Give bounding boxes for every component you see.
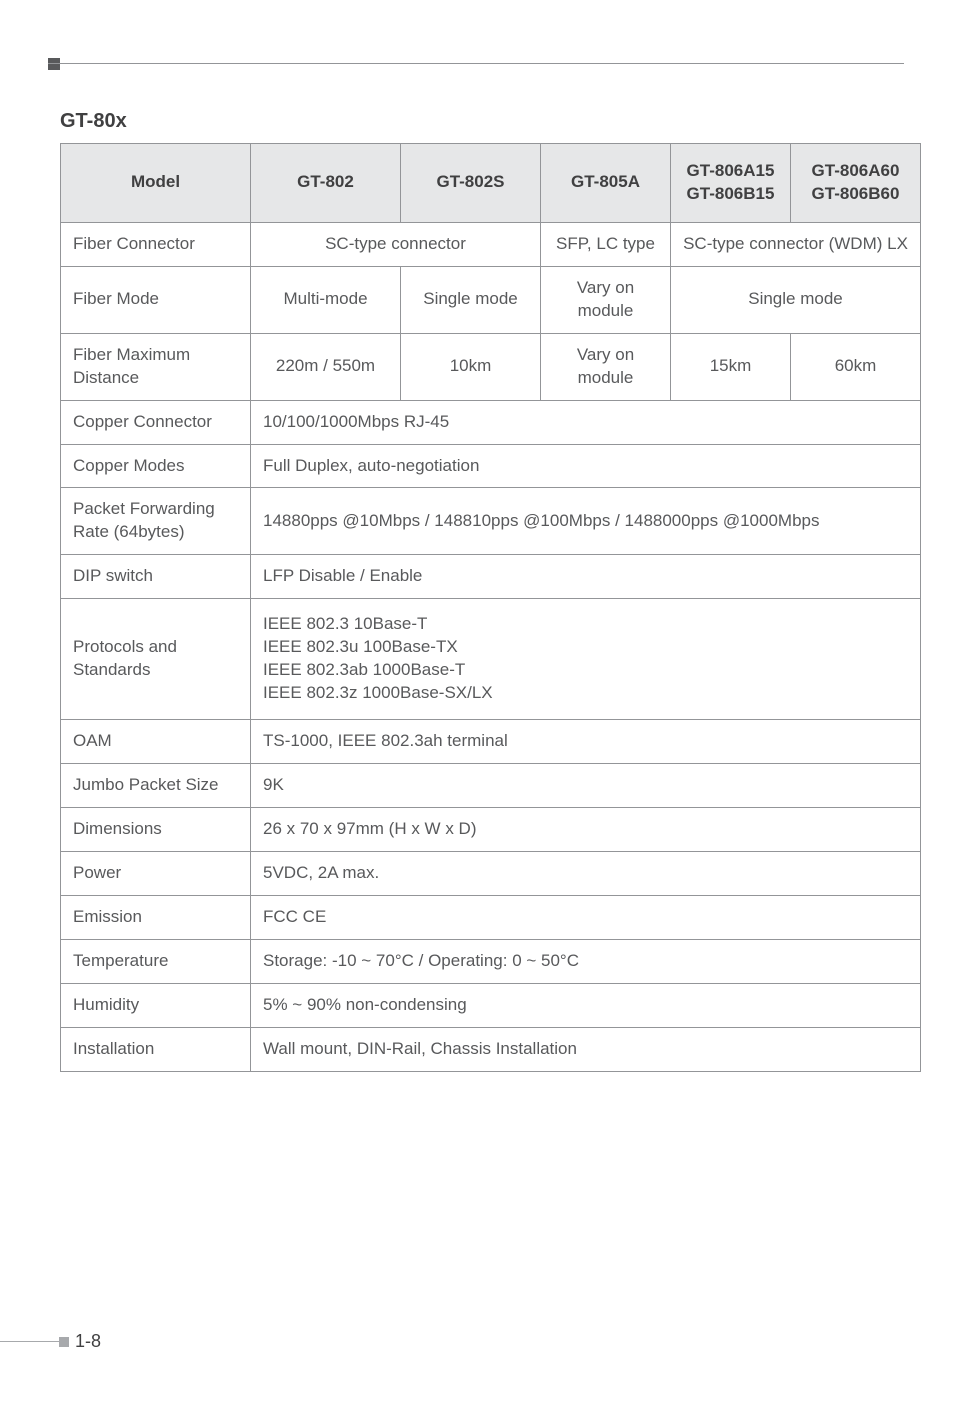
- header-c5-l2: GT-806B60: [812, 184, 900, 203]
- header-c4-l2: GT-806B15: [687, 184, 775, 203]
- cell-installation: Wall mount, DIN-Rail, Chassis Installati…: [251, 1027, 921, 1071]
- row-copper-connector: Copper Connector 10/100/1000Mbps RJ-45: [61, 400, 921, 444]
- row-dimensions: Dimensions 26 x 70 x 97mm (H x W x D): [61, 807, 921, 851]
- label-jumbo: Jumbo Packet Size: [61, 763, 251, 807]
- cell-fmd-vary-l2: module: [578, 368, 634, 387]
- label-copper-modes: Copper Modes: [61, 444, 251, 488]
- cell-fm-vary-l2: module: [578, 301, 634, 320]
- label-proto-l2: Standards: [73, 660, 151, 679]
- spec-table: Model GT-802 GT-802S GT-805A GT-806A15 G…: [60, 143, 921, 1072]
- cell-fm-vary-l1: Vary on: [577, 278, 634, 297]
- page-footer: 1-8: [0, 1331, 101, 1352]
- header-c4-l1: GT-806A15: [687, 161, 775, 180]
- label-protocols: Protocols and Standards: [61, 599, 251, 720]
- header-rule: [48, 63, 904, 64]
- row-dip-switch: DIP switch LFP Disable / Enable: [61, 555, 921, 599]
- label-pf-l2: Rate (64bytes): [73, 522, 185, 541]
- label-fiber-max-distance: Fiber Maximum Distance: [61, 333, 251, 400]
- cell-dip-switch: LFP Disable / Enable: [251, 555, 921, 599]
- cell-fmd-vary: Vary on module: [541, 333, 671, 400]
- row-packet-forwarding: Packet Forwarding Rate (64bytes) 14880pp…: [61, 488, 921, 555]
- label-fmd-l2: Distance: [73, 368, 139, 387]
- cell-protocols: IEEE 802.3 10Base-T IEEE 802.3u 100Base-…: [251, 599, 921, 720]
- footer-line-icon: [0, 1341, 60, 1342]
- label-proto-l1: Protocols and: [73, 637, 177, 656]
- label-fiber-mode: Fiber Mode: [61, 266, 251, 333]
- proto-v1: IEEE 802.3 10Base-T: [263, 614, 427, 633]
- cell-fmd-220: 220m / 550m: [251, 333, 401, 400]
- label-copper-connector: Copper Connector: [61, 400, 251, 444]
- row-oam: OAM TS-1000, IEEE 802.3ah terminal: [61, 720, 921, 764]
- page-number: 1-8: [75, 1331, 101, 1352]
- label-installation: Installation: [61, 1027, 251, 1071]
- label-humidity: Humidity: [61, 983, 251, 1027]
- cell-fmd-15km: 15km: [671, 333, 791, 400]
- label-dip-switch: DIP switch: [61, 555, 251, 599]
- footer-square-icon: [59, 1337, 69, 1347]
- header-gt806a60: GT-806A60 GT-806B60: [791, 144, 921, 223]
- row-temperature: Temperature Storage: -10 ~ 70°C / Operat…: [61, 939, 921, 983]
- row-power: Power 5VDC, 2A max.: [61, 851, 921, 895]
- row-protocols: Protocols and Standards IEEE 802.3 10Bas…: [61, 599, 921, 720]
- header-c5-l1: GT-806A60: [812, 161, 900, 180]
- header-gt806a15: GT-806A15 GT-806B15: [671, 144, 791, 223]
- proto-v3: IEEE 802.3ab 1000Base-T: [263, 660, 465, 679]
- cell-emission: FCC CE: [251, 895, 921, 939]
- header-gt802s: GT-802S: [401, 144, 541, 223]
- cell-humidity: 5% ~ 90% non-condensing: [251, 983, 921, 1027]
- cell-copper-connector: 10/100/1000Mbps RJ-45: [251, 400, 921, 444]
- cell-fm-single2: Single mode: [671, 266, 921, 333]
- label-packet-forwarding: Packet Forwarding Rate (64bytes): [61, 488, 251, 555]
- row-copper-modes: Copper Modes Full Duplex, auto-negotiati…: [61, 444, 921, 488]
- cell-fmd-60km: 60km: [791, 333, 921, 400]
- row-jumbo: Jumbo Packet Size 9K: [61, 763, 921, 807]
- proto-v2: IEEE 802.3u 100Base-TX: [263, 637, 458, 656]
- header-gt802: GT-802: [251, 144, 401, 223]
- header-model: Model: [61, 144, 251, 223]
- header-marker-icon: [48, 58, 60, 70]
- label-dimensions: Dimensions: [61, 807, 251, 851]
- label-fiber-connector: Fiber Connector: [61, 222, 251, 266]
- table-header-row: Model GT-802 GT-802S GT-805A GT-806A15 G…: [61, 144, 921, 223]
- row-emission: Emission FCC CE: [61, 895, 921, 939]
- row-fiber-connector: Fiber Connector SC-type connector SFP, L…: [61, 222, 921, 266]
- proto-v4: IEEE 802.3z 1000Base-SX/LX: [263, 683, 493, 702]
- label-fmd-l1: Fiber Maximum: [73, 345, 190, 364]
- cell-fc-sc: SC-type connector: [251, 222, 541, 266]
- section-title: GT-80x: [60, 110, 904, 133]
- cell-fmd-10km: 10km: [401, 333, 541, 400]
- label-oam: OAM: [61, 720, 251, 764]
- row-humidity: Humidity 5% ~ 90% non-condensing: [61, 983, 921, 1027]
- header-gt805a: GT-805A: [541, 144, 671, 223]
- cell-copper-modes: Full Duplex, auto-negotiation: [251, 444, 921, 488]
- label-emission: Emission: [61, 895, 251, 939]
- row-installation: Installation Wall mount, DIN-Rail, Chass…: [61, 1027, 921, 1071]
- cell-jumbo: 9K: [251, 763, 921, 807]
- label-pf-l1: Packet Forwarding: [73, 499, 215, 518]
- row-fiber-mode: Fiber Mode Multi-mode Single mode Vary o…: [61, 266, 921, 333]
- cell-fmd-vary-l1: Vary on: [577, 345, 634, 364]
- cell-fc-wdm: SC-type connector (WDM) LX: [671, 222, 921, 266]
- cell-oam: TS-1000, IEEE 802.3ah terminal: [251, 720, 921, 764]
- cell-power: 5VDC, 2A max.: [251, 851, 921, 895]
- label-power: Power: [61, 851, 251, 895]
- row-fiber-max-distance: Fiber Maximum Distance 220m / 550m 10km …: [61, 333, 921, 400]
- label-temperature: Temperature: [61, 939, 251, 983]
- cell-fm-multi: Multi-mode: [251, 266, 401, 333]
- cell-fc-sfp: SFP, LC type: [541, 222, 671, 266]
- cell-packet-forwarding: 14880pps @10Mbps / 148810pps @100Mbps / …: [251, 488, 921, 555]
- cell-dimensions: 26 x 70 x 97mm (H x W x D): [251, 807, 921, 851]
- page: GT-80x Model GT-802 GT-802S GT-805A GT-8…: [0, 0, 954, 1412]
- cell-fm-vary: Vary on module: [541, 266, 671, 333]
- cell-fm-single: Single mode: [401, 266, 541, 333]
- cell-temperature: Storage: -10 ~ 70°C / Operating: 0 ~ 50°…: [251, 939, 921, 983]
